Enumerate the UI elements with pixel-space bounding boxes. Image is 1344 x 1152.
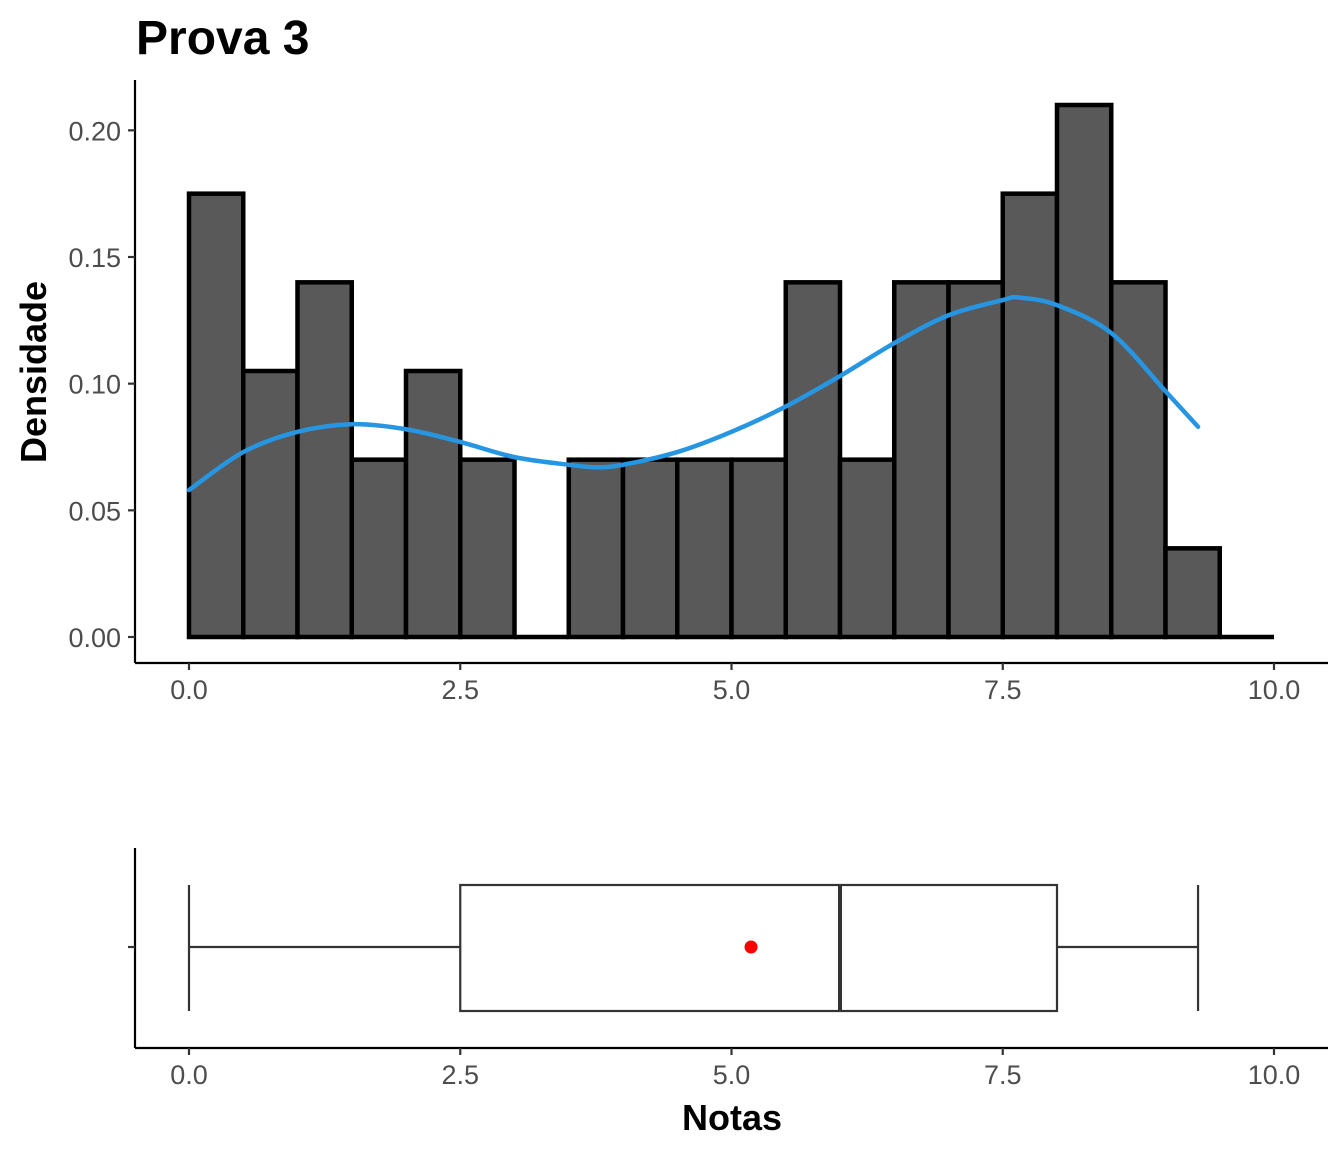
histogram-bar (241, 368, 300, 640)
y-tick-label: 0.05 (68, 496, 121, 526)
box-x-ticks: 0.0 2.5 5.0 7.5 10.0 (170, 1048, 1300, 1090)
x-tick-label: 5.0 (713, 1060, 751, 1090)
x-tick-label: 0.0 (170, 1060, 208, 1090)
hist-x-ticks: 0.0 2.5 5.0 7.5 10.0 (170, 663, 1300, 705)
interquartile-box (459, 883, 1059, 1013)
x-tick-label: 0.0 (170, 675, 208, 705)
histogram-bar (620, 457, 680, 640)
y-tick-label: 0.10 (68, 370, 121, 400)
chart-title: Prova 3 (136, 12, 309, 65)
histogram-bar (403, 368, 463, 640)
hist-y-ticks: 0.00 0.05 0.10 0.15 0.20 (68, 116, 135, 653)
mean-point (744, 940, 758, 954)
y-tick-label: 0.00 (68, 623, 121, 653)
histogram-bar (1054, 102, 1114, 640)
x-tick-label: 7.5 (984, 675, 1022, 705)
histogram-panel: 0.00 0.05 0.10 0.15 0.20 0.0 2.5 5.0 7.5 10.0 (68, 80, 1328, 705)
x-tick-label: 5.0 (713, 675, 751, 705)
histogram-bar (566, 457, 626, 640)
x-tick-label: 7.5 (984, 1060, 1022, 1090)
boxplot-panel: 0.0 2.5 5.0 7.5 10.0 (128, 848, 1328, 1090)
histogram-bar (675, 457, 734, 640)
x-tick-label: 2.5 (441, 1060, 479, 1090)
histogram-bar (946, 280, 1005, 640)
histogram-bar (837, 457, 897, 640)
y-axis-title: Densidade (13, 281, 54, 463)
histogram-bar (349, 457, 409, 640)
histogram-bars (186, 102, 1274, 640)
histogram-bar (186, 191, 246, 640)
x-tick-label: 2.5 (441, 675, 479, 705)
histogram-bar (295, 280, 354, 640)
histogram-bar (892, 280, 951, 640)
x-tick-label: 10.0 (1248, 1060, 1301, 1090)
y-tick-label: 0.20 (68, 116, 121, 146)
histogram-bar (1109, 280, 1168, 640)
density-curve (186, 294, 1201, 493)
histogram-bar (1163, 546, 1222, 640)
histogram-bar (1000, 191, 1060, 640)
y-tick-label: 0.15 (68, 243, 121, 273)
x-axis-title: Notas (682, 1097, 782, 1138)
histogram-bar (729, 457, 788, 640)
histogram-bar (458, 457, 517, 640)
x-tick-label: 10.0 (1248, 675, 1301, 705)
histogram-bar (783, 280, 843, 640)
